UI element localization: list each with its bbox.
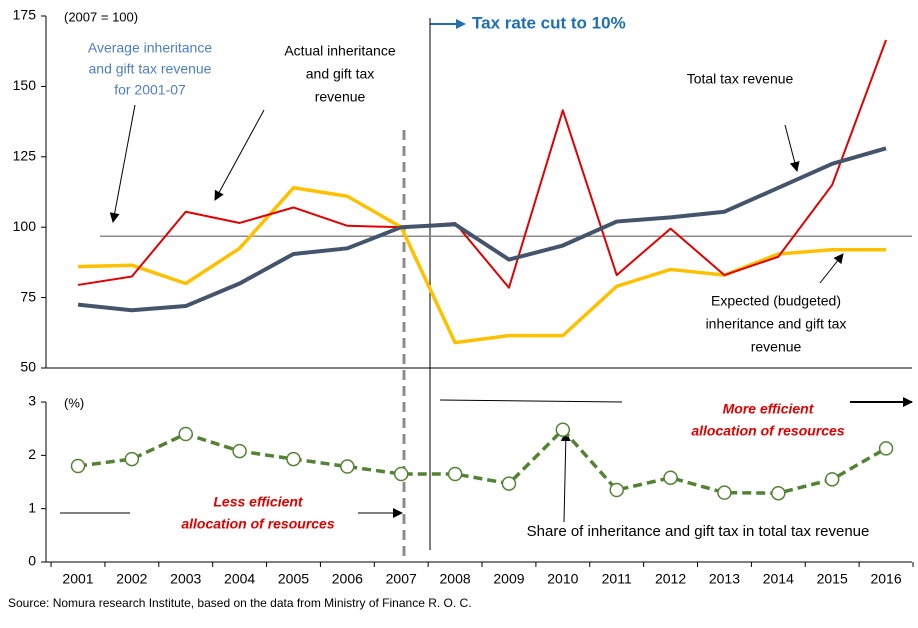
- x-tick-label: 2003: [170, 571, 201, 587]
- annotation: for 2001-07: [114, 82, 186, 98]
- x-tick-label: 2015: [817, 571, 848, 587]
- unit-label: (2007 = 100): [64, 9, 138, 24]
- marker: [70, 458, 86, 474]
- x-tick-label: 2004: [224, 571, 255, 587]
- annotation: Total tax revenue: [687, 71, 794, 87]
- x-tick-label: 2012: [655, 571, 686, 587]
- annotation: revenue: [315, 89, 366, 105]
- x-tick-label: 2010: [547, 571, 578, 587]
- x-tick-label: 2005: [278, 571, 309, 587]
- y-tick-label: 125: [13, 148, 37, 164]
- annotation: Actual inheritance: [284, 43, 396, 59]
- marker: [124, 451, 140, 467]
- x-tick-label: 2006: [332, 571, 363, 587]
- x-tick-label: 2009: [493, 571, 524, 587]
- x-tick-label: 2007: [386, 571, 417, 587]
- series-line: [77, 146, 887, 313]
- y-tick-label: 0: [28, 553, 36, 569]
- annotation: inheritance and gift tax: [706, 316, 847, 332]
- arrows: [60, 18, 913, 550]
- annotation: Expected (budgeted): [711, 293, 841, 309]
- x-tick-label: 2001: [62, 571, 93, 587]
- marker: [286, 451, 301, 467]
- series-line: [77, 186, 887, 345]
- series-line: [77, 427, 887, 495]
- annotation: revenue: [751, 339, 802, 355]
- y-tick-label: 1: [28, 499, 36, 515]
- marker: [609, 482, 624, 498]
- marker: [878, 441, 894, 456]
- y-tick-label: 75: [20, 288, 36, 304]
- marker: [771, 485, 786, 501]
- y-tick-label: 50: [20, 359, 36, 375]
- marker: [232, 443, 247, 459]
- marker: [340, 459, 355, 474]
- annotation: allocation of resources: [691, 423, 844, 439]
- y-tick-label: 175: [13, 7, 37, 23]
- marker: [178, 426, 193, 442]
- annotation: More efficient: [723, 401, 815, 417]
- x-tick-label: 2016: [870, 571, 901, 587]
- unit-label: (%): [64, 395, 84, 410]
- marker: [501, 476, 517, 491]
- marker: [663, 470, 678, 485]
- x-tick-label: 2011: [602, 571, 632, 587]
- x-tick-label: 2013: [709, 571, 740, 587]
- x-tick-label: 2002: [116, 571, 147, 587]
- source: Source: Nomura research Institute, based…: [8, 596, 472, 610]
- marker: [824, 472, 840, 487]
- annotation: allocation of resources: [181, 516, 334, 532]
- marker: [555, 422, 571, 437]
- y-tick-label: 3: [28, 393, 36, 409]
- y-tick-label: 150: [13, 77, 37, 93]
- marker: [393, 466, 409, 482]
- series-line: [77, 39, 887, 289]
- annotation: Tax rate cut to 10%: [472, 13, 626, 32]
- annotation: and gift tax revenue: [89, 61, 212, 77]
- annotation: Average inheritance: [88, 40, 212, 56]
- annotation: and gift tax: [306, 66, 375, 82]
- y-tick-label: 100: [13, 218, 37, 234]
- marker: [447, 466, 463, 482]
- annotation: Less efficient: [213, 494, 304, 510]
- legend-label: Share of inheritance and gift tax in tot…: [527, 523, 870, 540]
- x-tick-label: 2014: [763, 571, 794, 587]
- x-tick-label: 2008: [440, 571, 471, 587]
- marker: [717, 485, 732, 500]
- y-tick-label: 2: [28, 446, 36, 462]
